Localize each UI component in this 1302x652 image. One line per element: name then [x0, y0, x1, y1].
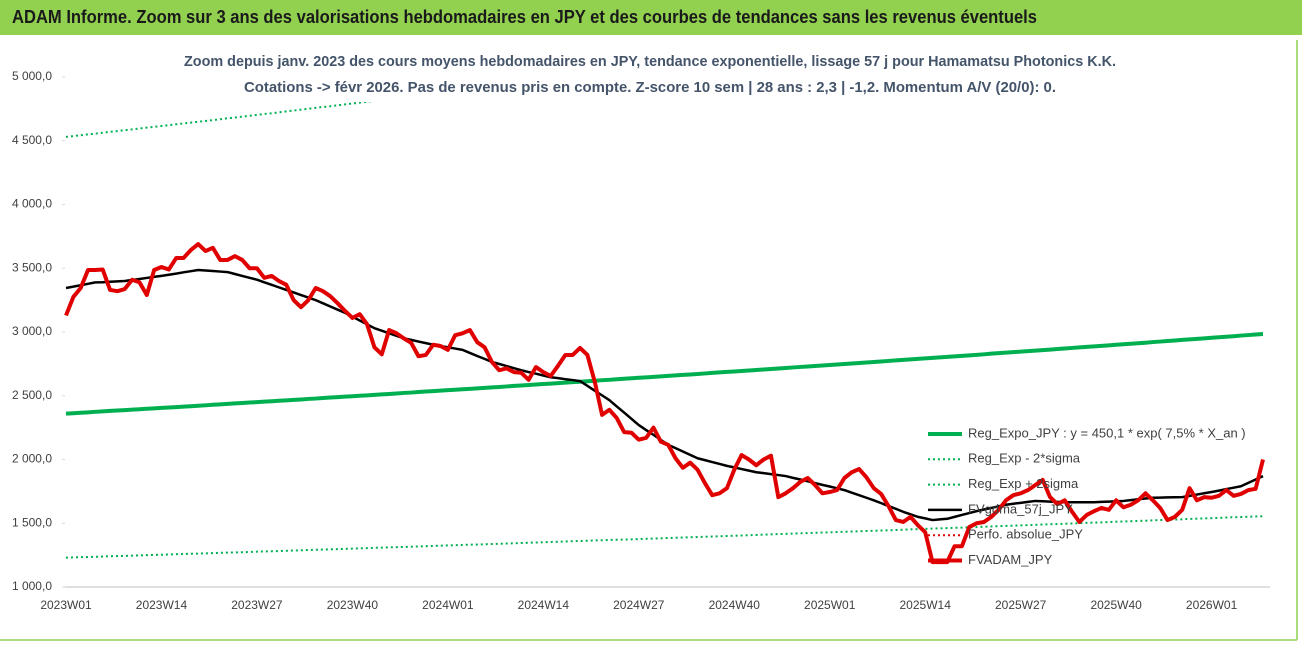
- x-tick-label: 2024W40: [709, 598, 761, 612]
- series-line: [64, 242, 1265, 565]
- x-tick-label: 2025W40: [1090, 598, 1142, 612]
- legend-label: FVgdma_57j_JPY: [968, 501, 1073, 516]
- series-line: [65, 77, 578, 138]
- x-tick-label: 2025W14: [900, 598, 952, 612]
- legend-label: Reg_Expo_JPY : y = 450,1 * exp( 7,5% * X…: [968, 425, 1246, 440]
- y-tick-label: 3 000,0: [12, 324, 52, 338]
- legend-label: Perfo. absolue_JPY: [968, 527, 1083, 542]
- x-tick-label: 2024W14: [518, 598, 570, 612]
- title-box: [175, 42, 1125, 102]
- header-title: ADAM Informe. Zoom sur 3 ans des valoris…: [12, 7, 1037, 27]
- legend-label: Reg_Exp - 2*sigma: [968, 451, 1081, 466]
- y-tick-label: 2 500,0: [12, 388, 52, 402]
- x-tick-label: 2024W01: [422, 598, 474, 612]
- x-tick-label: 2025W27: [995, 598, 1047, 612]
- y-tick-label: 2 000,0: [12, 452, 52, 466]
- x-tick-label: 2026W01: [1186, 598, 1238, 612]
- legend-label: Reg_Exp + 2sigma: [968, 476, 1079, 491]
- x-tick-label: 2023W01: [40, 598, 92, 612]
- y-tick-label: 1 000,0: [12, 579, 52, 593]
- header-banner: [0, 0, 1302, 35]
- chart-subtitle: Cotations -> févr 2026. Pas de revenus p…: [244, 79, 1056, 96]
- chart-title: Zoom depuis janv. 2023 des cours moyens …: [184, 53, 1116, 70]
- x-tick-label: 2024W27: [613, 598, 665, 612]
- y-tick-label: 4 500,0: [12, 133, 52, 147]
- x-tick-label: 2023W14: [136, 598, 188, 612]
- y-tick-label: 4 000,0: [12, 197, 52, 211]
- x-tick-label: 2023W40: [327, 598, 379, 612]
- y-tick-label: 5 000,0: [12, 69, 52, 83]
- x-tick-label: 2023W27: [231, 598, 283, 612]
- y-tick-label: 1 500,0: [12, 515, 52, 529]
- series-line: [65, 332, 1264, 416]
- legend-label: FVADAM_JPY: [968, 552, 1053, 567]
- x-tick-label: 2025W01: [804, 598, 856, 612]
- plot-area: [64, 77, 1265, 565]
- y-tick-label: 3 500,0: [12, 260, 52, 274]
